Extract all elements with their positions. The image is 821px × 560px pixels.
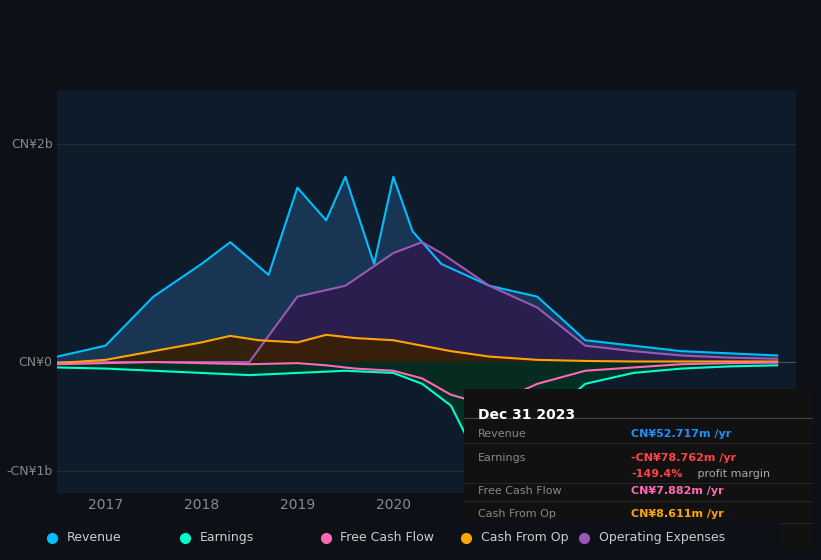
Text: CN¥8.611m /yr: CN¥8.611m /yr <box>631 508 724 519</box>
Text: Free Cash Flow: Free Cash Flow <box>341 531 434 544</box>
Text: CN¥7.882m /yr: CN¥7.882m /yr <box>631 486 724 496</box>
Text: CN¥0: CN¥0 <box>19 356 53 368</box>
Text: -149.4%: -149.4% <box>631 469 683 479</box>
Text: -CN¥78.762m /yr: -CN¥78.762m /yr <box>631 453 736 463</box>
Text: CN¥52.717m /yr: CN¥52.717m /yr <box>631 429 732 439</box>
Text: Earnings: Earnings <box>200 531 255 544</box>
Text: Revenue: Revenue <box>478 429 526 439</box>
Text: -CN¥1b: -CN¥1b <box>7 464 53 478</box>
Text: Cash From Op: Cash From Op <box>481 531 568 544</box>
Text: Operating Expenses: Operating Expenses <box>599 531 725 544</box>
Text: Cash From Op: Cash From Op <box>478 508 556 519</box>
Text: CN¥42.425m /yr: CN¥42.425m /yr <box>631 531 732 541</box>
Text: Revenue: Revenue <box>67 531 122 544</box>
Text: Free Cash Flow: Free Cash Flow <box>478 486 562 496</box>
Text: profit margin: profit margin <box>695 469 770 479</box>
Text: CN¥2b: CN¥2b <box>11 138 53 151</box>
Text: Earnings: Earnings <box>478 453 526 463</box>
Text: Dec 31 2023: Dec 31 2023 <box>478 408 575 422</box>
Text: Operating Expenses: Operating Expenses <box>478 531 590 541</box>
